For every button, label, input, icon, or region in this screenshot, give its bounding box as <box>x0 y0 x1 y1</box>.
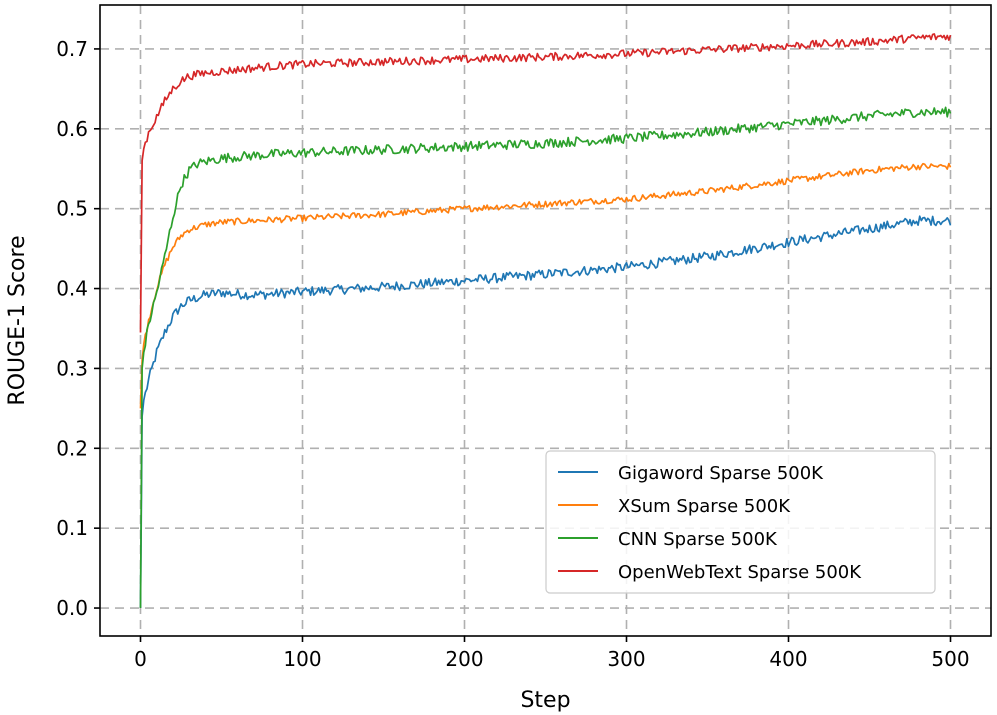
y-tick-label: 0.0 <box>56 596 88 620</box>
legend: Gigaword Sparse 500K XSum Sparse 500K CNN … <box>545 450 936 594</box>
series-line-0 <box>139 215 952 609</box>
y-tick-label: 0.5 <box>56 197 88 221</box>
x-axis-label: Step <box>520 688 570 713</box>
x-tick-label: 100 <box>283 647 321 671</box>
x-tick-label: 200 <box>445 647 483 671</box>
plot-frame <box>99 4 992 637</box>
axis-ticks: 0 100 200 300 400 500 0.0 0.1 0.2 0.3 0.4 0.5 0.6 0.7 <box>56 37 969 671</box>
legend-label: XSum Sparse 500K <box>618 496 791 517</box>
legend-label: CNN Sparse 500K <box>618 529 778 550</box>
series-line-1 <box>139 162 952 409</box>
x-tick-label: 400 <box>769 647 807 671</box>
legend-box <box>545 450 936 594</box>
y-tick-label: 0.1 <box>56 516 88 540</box>
series-lines <box>139 33 952 609</box>
series-line-2 <box>139 106 952 609</box>
y-tick-label: 0.7 <box>56 37 88 61</box>
legend-label: OpenWebText Sparse 500K <box>618 562 862 583</box>
y-tick-label: 0.3 <box>56 356 88 380</box>
x-tick-label: 0 <box>134 647 147 671</box>
legend-label: Gigaword Sparse 500K <box>618 463 824 484</box>
y-axis-label: ROUGE-1 Score <box>5 235 30 405</box>
series-line-3 <box>139 33 952 333</box>
x-tick-label: 500 <box>931 647 969 671</box>
y-tick-label: 0.2 <box>56 436 88 460</box>
x-tick-label: 300 <box>607 647 645 671</box>
y-tick-label: 0.4 <box>56 277 88 301</box>
y-tick-label: 0.6 <box>56 117 88 141</box>
